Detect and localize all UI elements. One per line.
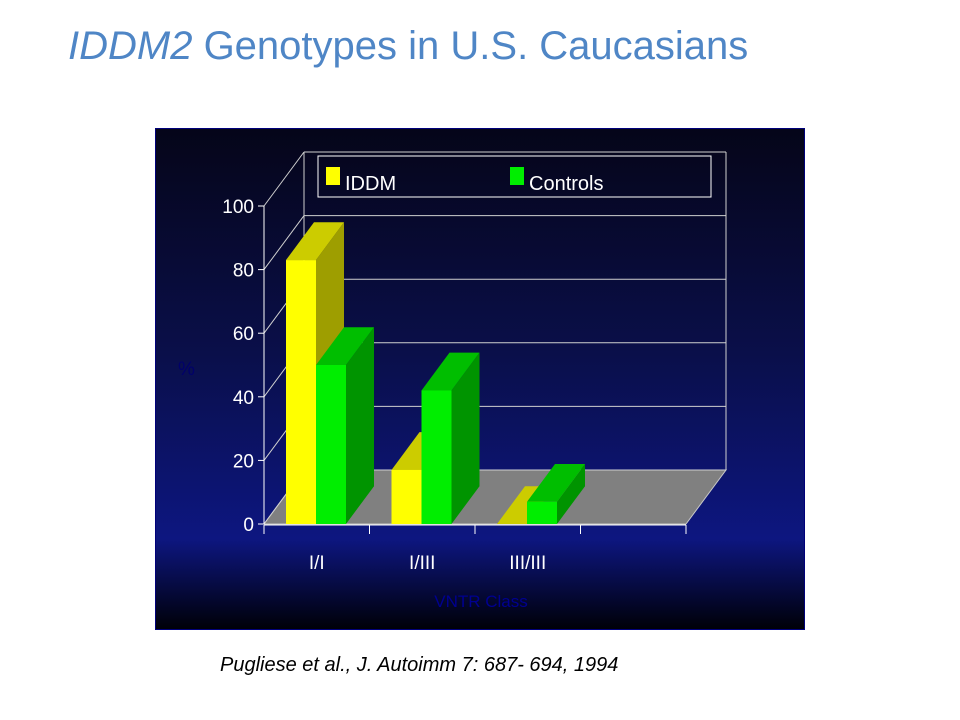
- slide-title-italic: IDDM2: [68, 24, 193, 68]
- y-tick-label-2: 40: [233, 388, 254, 409]
- slide-title: IDDM2 Genotypes in U.S. Caucasians: [68, 24, 748, 69]
- bar-controls-1: [421, 352, 480, 524]
- y-tick-label-5: 100: [222, 197, 254, 218]
- x-tick-label-0: I/I: [309, 553, 325, 574]
- legend-label-iddm: IDDM: [345, 173, 396, 195]
- bar-controls-0-top: [316, 327, 374, 365]
- y-tick-label-4: 80: [233, 261, 254, 282]
- chart-svg: 0 20 40 60 80 100 I/I I/III III/III% VNTR Class ID…: [178, 151, 727, 611]
- bar-controls-1-top: [421, 352, 480, 391]
- bar-controls-2-front: [527, 501, 557, 524]
- legend-box: [317, 155, 712, 198]
- bar-iddm-0-top: [286, 222, 344, 261]
- bar-controls-1-front: [421, 390, 452, 524]
- y-tick-label-1: 20: [233, 451, 254, 472]
- bar-controls-1-side: [451, 352, 480, 524]
- y-tick-label-3: 60: [233, 324, 254, 345]
- y-axis-label: %: [178, 359, 195, 380]
- bar-controls-0-front: [316, 365, 346, 524]
- chart-panel: 0 20 40 60 80 100 I/I I/III III/III% VNTR Class ID…: [155, 128, 805, 630]
- citation: Pugliese et al., J. Autoimm 7: 687- 694,…: [220, 654, 619, 676]
- legend-label-controls: Controls: [529, 173, 603, 195]
- bar-controls-2: [527, 463, 585, 524]
- side-gridline-4: [263, 215, 305, 270]
- bar-controls-0: [316, 327, 374, 524]
- legend-swatch-iddm: [326, 167, 340, 185]
- legend-swatch-controls: [510, 167, 524, 185]
- bar-controls-2-side: [557, 463, 585, 524]
- bar-controls-2-top: [527, 463, 585, 502]
- bar-controls-0-side: [346, 327, 374, 524]
- slide-title-rest: Genotypes in U.S. Caucasians: [192, 24, 749, 68]
- bar-iddm-1-front: [391, 469, 422, 524]
- x-tick-label-2: III/III: [509, 553, 546, 574]
- x-axis-label: VNTR Class: [434, 592, 528, 611]
- y-tick-label-0: 0: [243, 515, 254, 536]
- side-gridline-5: [263, 151, 305, 207]
- x-tick-label-1: I/III: [409, 553, 435, 574]
- bar-iddm-0-front: [286, 260, 316, 524]
